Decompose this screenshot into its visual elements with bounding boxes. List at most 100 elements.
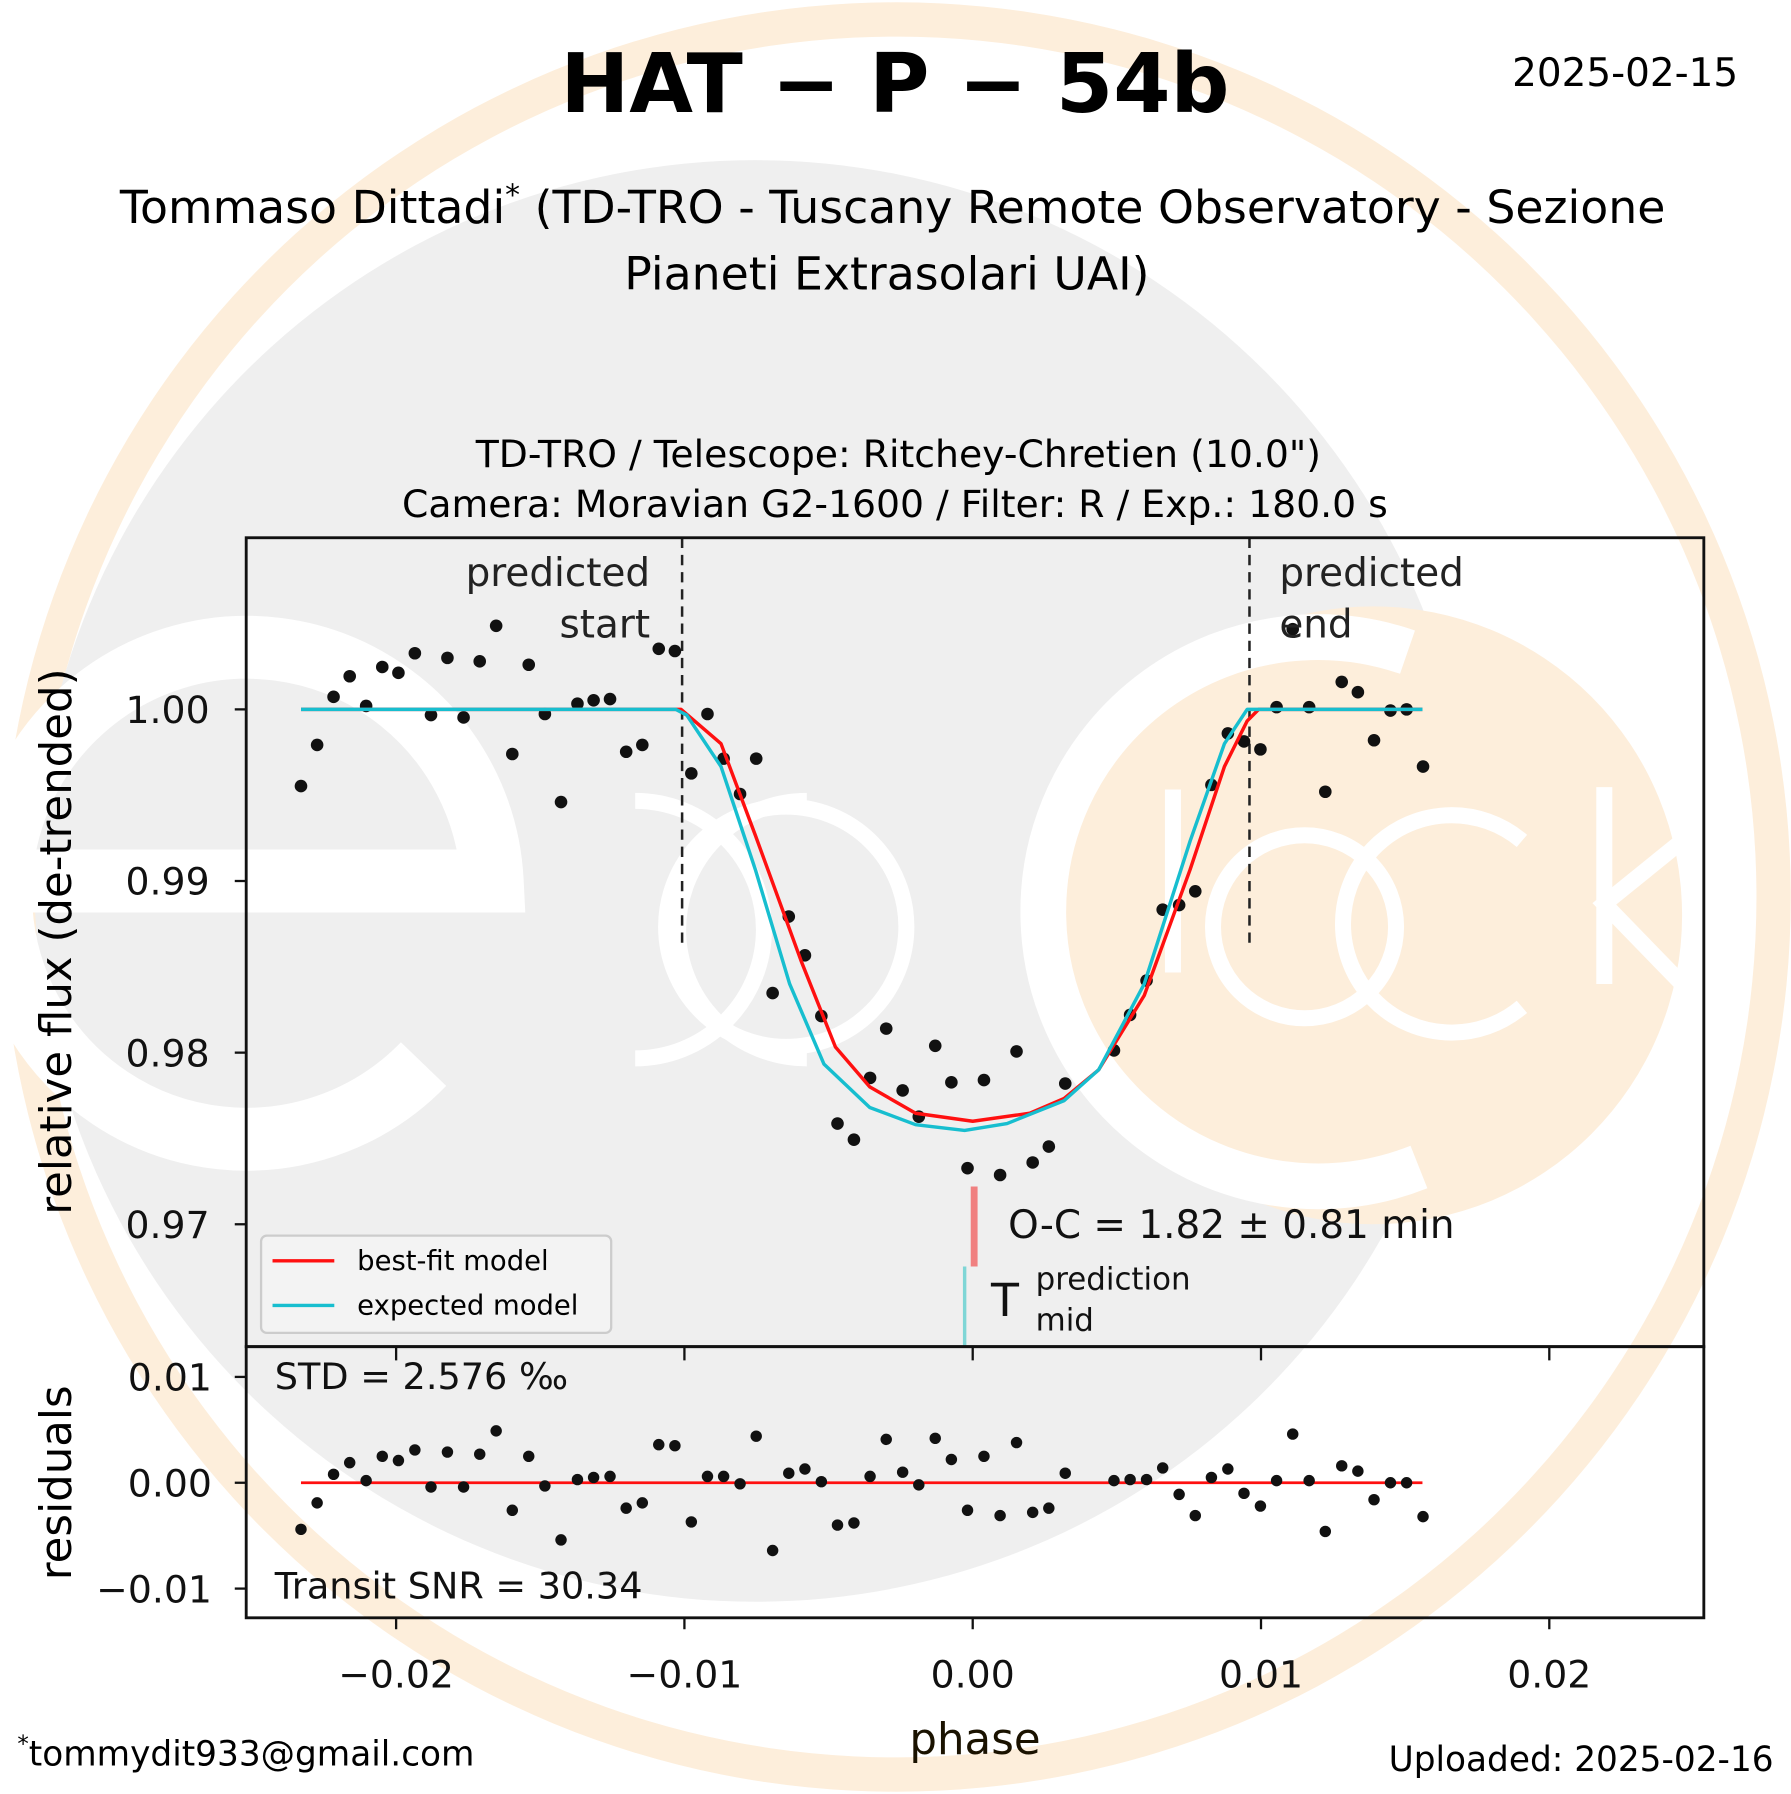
upload-date: Uploaded: 2025-02-16 [1389,1740,1774,1780]
oc-label: O-C = 1.82 ± 0.81 min [1008,1203,1454,1248]
flux-data-point [554,795,568,809]
axes-title-line-2: Camera: Moravian G2-1600 / Filter: R / E… [402,482,1388,526]
legend: best-fit model expected model [259,1234,613,1335]
residual-data-point [913,1479,925,1491]
flux-data-point [473,655,487,668]
residual-data-point [799,1463,811,1475]
residual-data-point [604,1470,616,1483]
residual-data-point [978,1450,990,1463]
predicted-start-label-1: predicted [466,551,650,596]
flux-data-point [441,651,454,665]
flux-data-point [1042,1140,1056,1153]
residual-data-point [1254,1500,1267,1512]
residual-data-point [1303,1474,1315,1487]
residual-data-point [961,1504,974,1516]
residual-data-point [327,1468,340,1481]
residual-data-point [864,1470,876,1483]
flux-data-point [993,1168,1007,1182]
residual-data-point [506,1504,519,1516]
residual-data-point [539,1480,551,1492]
residual-y-tick-label: −0.01 [96,1567,212,1611]
flux-data-point [1351,685,1365,699]
residual-data-point [1124,1473,1136,1486]
affiliation-line-2: Pianeti Extrasolari UAI) [624,247,1149,300]
residual-data-point [717,1470,730,1483]
flux-data-point [310,738,324,752]
flux-data-point [294,779,308,793]
tmid-label-sup: prediction [1036,1261,1191,1297]
x-tick-label: 0.00 [931,1653,1015,1697]
residual-data-point [1156,1462,1169,1474]
logo-c-arc [1020,614,1428,1210]
flux-data-point [701,707,714,721]
email-mark: * [17,1732,28,1758]
flux-data-point [749,752,763,765]
flux-data-point [603,692,617,706]
flux-data-point [685,767,698,780]
residual-data-point [636,1497,649,1509]
residual-data-point [474,1448,486,1460]
flux-data-point [522,658,536,672]
residual-data-point [1059,1467,1071,1479]
flux-data-point [766,986,779,1000]
residual-data-point [766,1544,779,1557]
flux-data-point [375,660,389,674]
best-fit-model-line [301,707,1423,1123]
legend-label-expected: expected model [357,1291,578,1322]
flux-data-point [619,745,633,759]
affiliation-line-1: (TD-TRO - Tuscany Remote Observatory - S… [535,181,1666,234]
residual-data-point [457,1481,470,1493]
flux-data-point [636,738,649,752]
residual-data-point [783,1467,795,1479]
std-label: STD = 2.576 ‰ [275,1355,568,1398]
flux-data-point [1270,700,1283,714]
residual-data-point [1205,1471,1218,1484]
residual-data-point [1140,1473,1153,1486]
flux-panel: 1.00 0.99 0.98 0.97 [126,536,1706,1349]
chart-title: HAT − P − 54b [560,37,1229,132]
x-axis-label: phase [909,1715,1040,1765]
flux-data-point [392,666,405,680]
residual-data-point [669,1439,681,1452]
flux-y-tick-label: 0.97 [126,1203,210,1247]
residual-data-point [685,1516,698,1528]
residual-data-point [295,1523,307,1536]
flux-data-point [1319,785,1332,799]
residual-data-point [587,1471,600,1484]
residual-data-point [734,1478,746,1490]
predicted-start-label-2: start [559,602,650,647]
residual-data-point [1010,1436,1023,1449]
residuals-panel: 0.01 0.00 −0.01 −0.02 −0.01 0.00 0.01 0.02 [96,1345,1706,1697]
residual-data-point [409,1444,421,1456]
residual-data-point [1384,1477,1397,1489]
flux-data-point [1188,885,1202,898]
flux-data-point [1254,743,1267,756]
logo-e-shape [0,615,526,1171]
predicted-end-label-1: predicted [1279,551,1463,596]
residual-data-point [880,1433,892,1446]
residual-data-point [1400,1477,1413,1489]
flux-data-point [489,619,503,633]
flux-data-point [847,1133,861,1146]
flux-data-point [1010,1045,1023,1058]
residual-data-point [1238,1487,1250,1500]
residual-y-tick-label: 0.00 [128,1461,212,1505]
residual-data-point [376,1450,389,1463]
flux-data-point [831,1117,844,1130]
logo-letters [635,787,1688,1067]
flux-data-point [1302,700,1316,714]
residual-data-point [929,1432,941,1445]
flux-data-point [652,642,666,656]
flux-data-point [506,747,519,761]
flux-data-point [571,697,584,711]
axes-title-line-1: TD-TRO / Telescope: Ritchey-Chretien (10… [475,432,1321,476]
residual-data-point [1108,1474,1120,1487]
flux-data-point [587,693,600,707]
residual-data-point [701,1470,714,1483]
flux-data-point [977,1073,991,1087]
residual-data-point [1270,1474,1283,1487]
residual-data-point [653,1438,665,1451]
flux-data-point [896,1084,909,1097]
snr-label: Transit SNR = 30.34 [274,1564,643,1607]
